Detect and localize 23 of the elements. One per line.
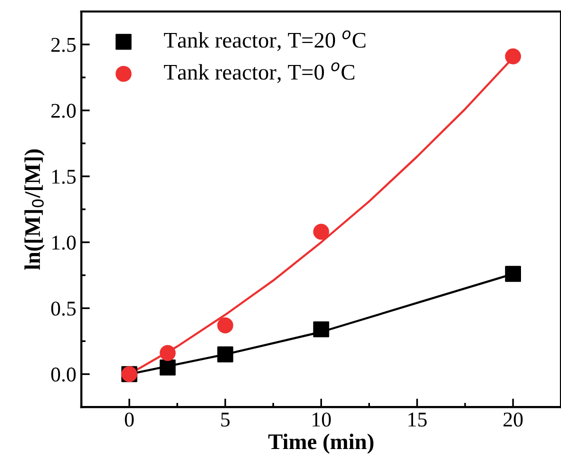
y-axis-title: ln([M]$_{0}$/[M]) [24,149,45,270]
point [505,48,522,64]
y-tick-label: 0.0 [51,368,76,382]
y-tick-label: 1.0 [52,236,76,250]
y-tick-label: 0.5 [51,302,76,316]
x-tick-label: 20 [504,412,523,427]
point [505,266,522,282]
legend-label: Tank reactor, T=0 $^{o}$C [164,62,354,83]
y-tick-label: 1.5 [52,170,76,184]
x-tick-label: 5 [221,412,230,427]
legend-label: Tank reactor, T=20 $^{o}$C [164,30,366,51]
x-tick-label: 10 [312,412,331,427]
x-tick-label: 15 [408,412,427,427]
point [313,224,330,240]
point [160,345,176,362]
x-tick-label: 0 [124,412,134,427]
y-tick-label: 2.5 [51,38,76,52]
point [217,346,234,362]
y-tick-label: 2.0 [51,104,76,118]
point [160,360,176,376]
point [217,317,234,334]
point [313,321,330,338]
x-axis-title: Time (min) [268,434,374,454]
